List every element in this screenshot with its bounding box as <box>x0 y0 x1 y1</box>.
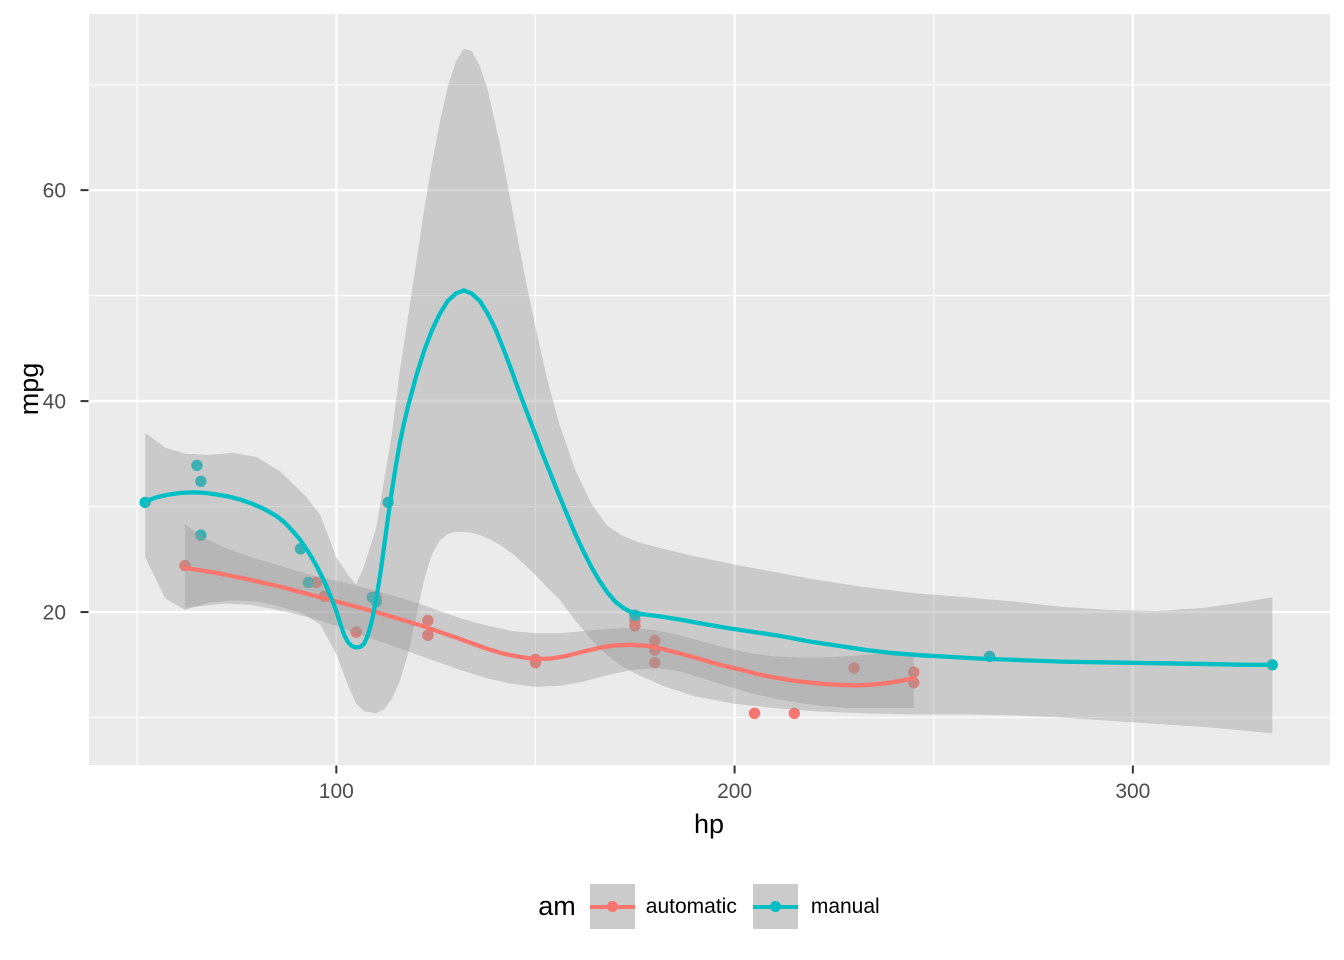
legend-key-automatic <box>589 884 635 929</box>
data-point-manual <box>191 459 203 472</box>
data-point-manual <box>195 529 207 541</box>
legend: am automatic manual <box>37 884 1344 929</box>
y-axis-title: mpg <box>14 363 44 416</box>
smooth-ribbon-automatic <box>185 524 914 708</box>
data-point-automatic <box>649 634 661 647</box>
legend-label-automatic: automatic <box>645 894 737 918</box>
data-point-manual <box>195 475 207 487</box>
smooth-line-automatic <box>182 565 916 688</box>
legend-key-manual <box>752 884 798 929</box>
panel-background <box>89 14 1330 765</box>
legend-title: am <box>538 891 576 921</box>
y-tick-label: 40 <box>43 391 66 414</box>
data-point-automatic <box>422 629 434 641</box>
data-point-automatic <box>748 707 761 719</box>
data-point-manual <box>302 576 315 589</box>
legend-label-manual: manual <box>810 894 880 918</box>
legend-point-swatch-automatic <box>606 901 618 912</box>
data-point-automatic <box>848 662 860 674</box>
axis-layer: 100 200 300 20 40 60 <box>43 180 1151 803</box>
legend-entry-automatic: automatic <box>589 884 753 929</box>
smooth-line-manual <box>143 288 1275 667</box>
x-tick-label: 100 <box>319 780 354 803</box>
data-point-automatic <box>422 614 434 627</box>
data-point-automatic <box>649 657 661 669</box>
smooth-ribbon-manual <box>145 48 1273 734</box>
data-point-automatic <box>310 576 323 589</box>
y-tick-label: 60 <box>43 180 66 203</box>
x-axis-title: hp <box>694 809 724 839</box>
legend-entry-manual: manual <box>752 884 880 929</box>
x-tick-label: 300 <box>1115 780 1150 803</box>
data-point-automatic <box>350 626 362 638</box>
x-tick-label: 200 <box>717 780 752 803</box>
data-point-automatic <box>908 666 920 678</box>
plot-panel <box>89 14 1330 765</box>
data-point-automatic <box>788 707 800 719</box>
y-tick-label: 20 <box>43 602 66 625</box>
legend-point-swatch-manual <box>769 901 781 912</box>
